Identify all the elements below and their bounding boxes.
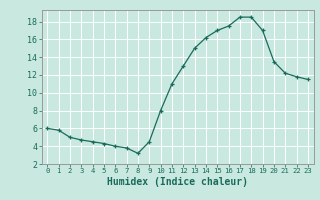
X-axis label: Humidex (Indice chaleur): Humidex (Indice chaleur) — [107, 177, 248, 187]
